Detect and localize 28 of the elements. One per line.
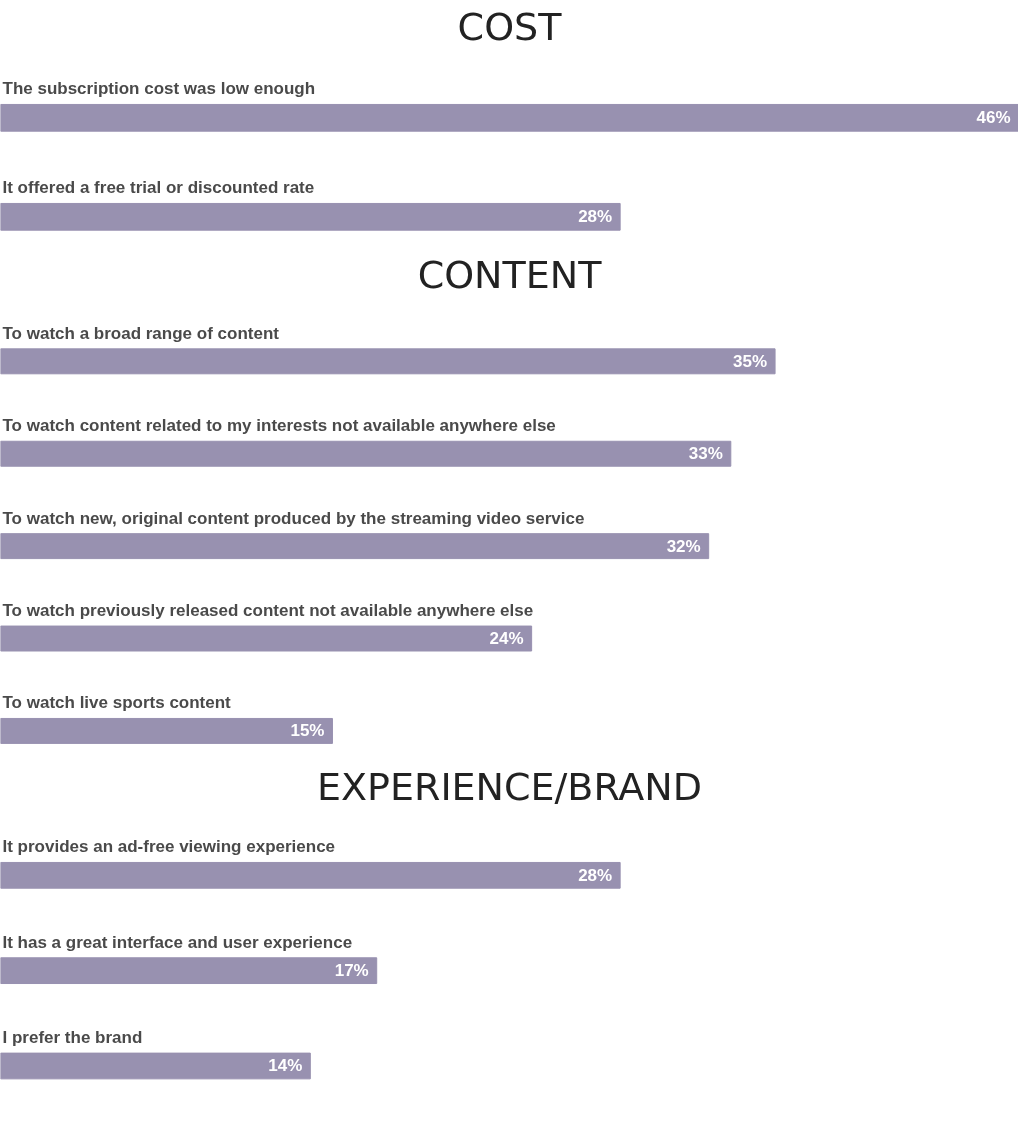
bar: [0, 440, 732, 467]
category-label: I prefer the brand: [2, 1027, 143, 1047]
data-label: 28%: [578, 207, 613, 227]
data-label: 32%: [666, 536, 701, 556]
bar: [0, 533, 710, 560]
data-label: 46%: [976, 108, 1011, 128]
category-label: The subscription cost was low enough: [2, 79, 316, 99]
data-label: 35%: [733, 351, 768, 371]
data-label: 15%: [290, 721, 325, 741]
chart-title: COST: [457, 4, 563, 49]
category-label: It has a great interface and user experience: [2, 932, 353, 952]
category-label: It offered a free trial or discounted rate: [2, 178, 315, 198]
data-label: 28%: [578, 865, 613, 885]
category-label: To watch content related to my interests not available anywhere else: [2, 416, 556, 436]
data-label: 33%: [688, 444, 723, 464]
bar: [0, 717, 333, 744]
bar: [0, 348, 776, 375]
category-label: To watch a broad range of content: [2, 323, 279, 343]
chart-title: CONTENT: [417, 252, 603, 297]
category-label: It provides an ad-free viewing experience: [2, 837, 336, 857]
bar: [0, 625, 533, 652]
chart-title: EXPERIENCE/BRAND: [317, 764, 702, 809]
data-label: 14%: [268, 1056, 303, 1076]
data-label: 17%: [334, 961, 369, 981]
category-label: To watch live sports content: [2, 693, 231, 713]
category-label: To watch previously released content not available anywhere else: [2, 601, 534, 621]
data-label: 24%: [489, 629, 524, 649]
category-label: To watch new, original content produced by the streaming video service: [2, 508, 585, 528]
